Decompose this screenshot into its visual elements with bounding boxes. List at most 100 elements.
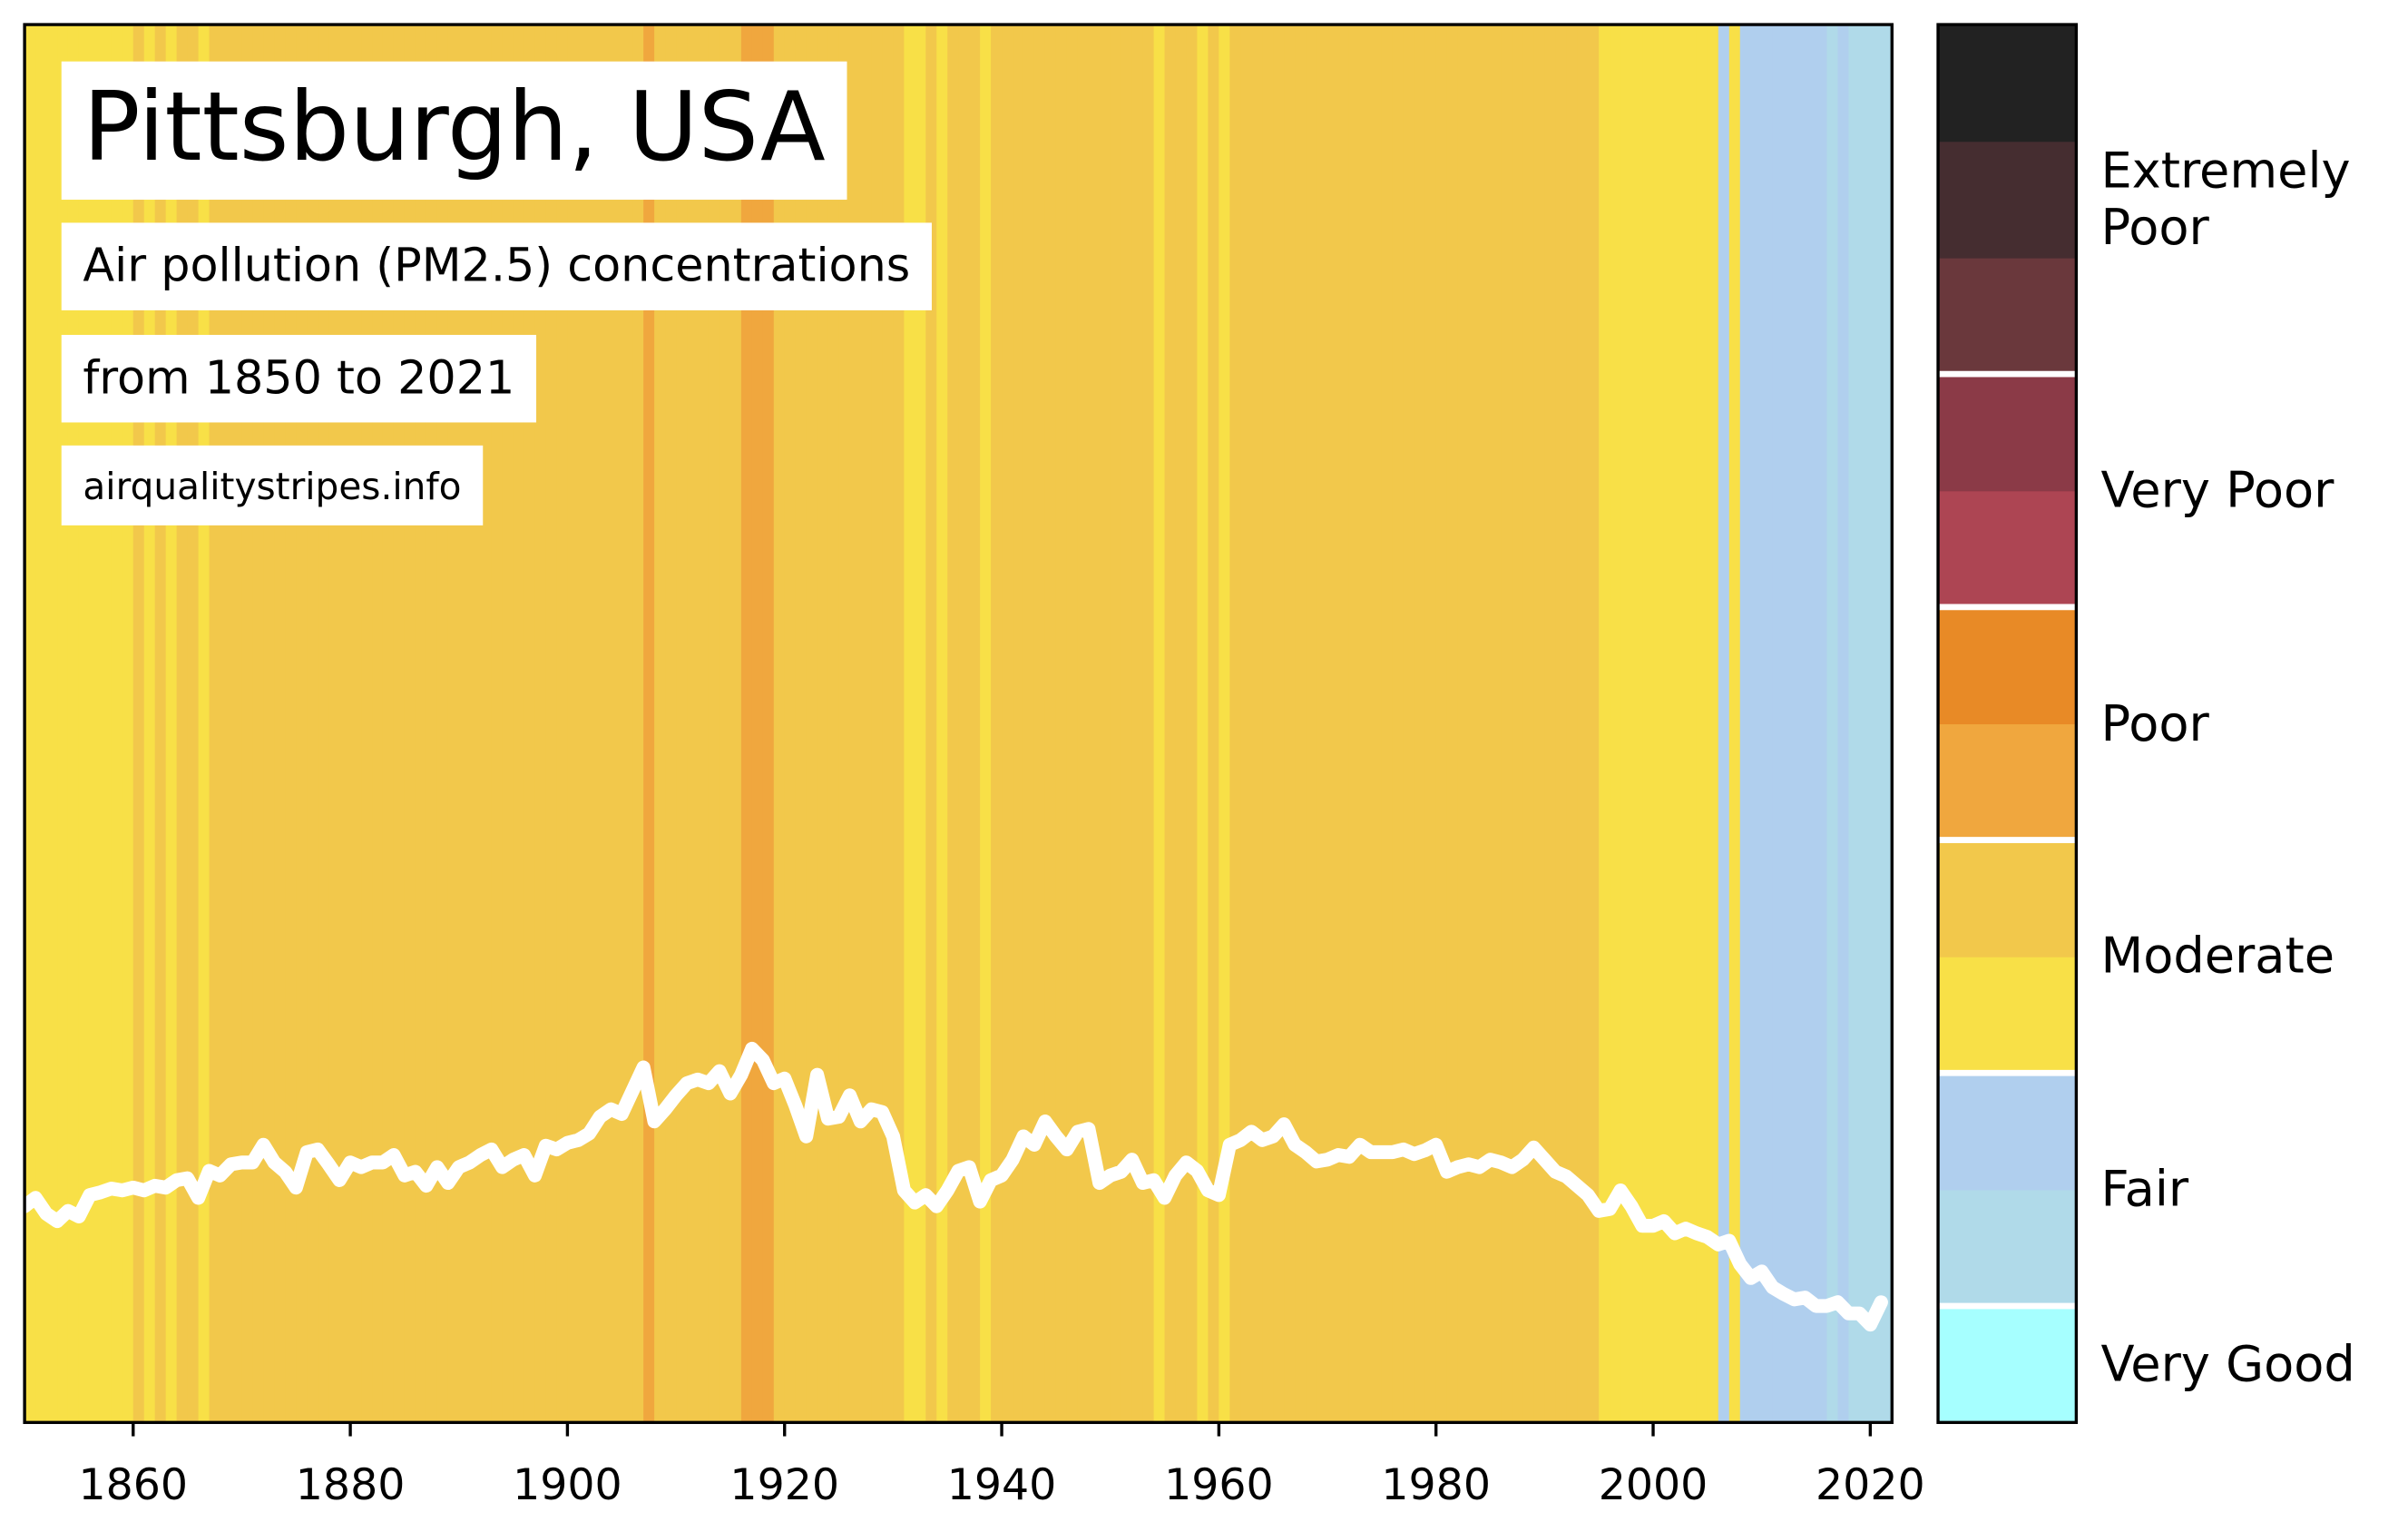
x-tick-label: 2020 [1816,1460,1925,1510]
stripe [1555,25,1568,1423]
legend-label-box: Very Good [2100,1334,2355,1393]
stripe [1544,25,1557,1423]
stripe [925,25,938,1423]
colorbar-bin [1938,257,2077,375]
chart-subtitle: Air pollution (PM2.5) concentrations [83,239,910,292]
stripe [1837,25,1850,1423]
colorbar-bin [1938,1189,2077,1307]
stripe [1229,25,1242,1423]
stripe [1153,25,1166,1423]
stripe [1164,25,1177,1423]
legend-label: Very Poor [2100,460,2335,519]
stripe [665,25,678,1423]
stripe [1284,25,1297,1423]
colorbar-bin [1938,606,2077,725]
stripe [1577,25,1590,1423]
stripe [1175,25,1188,1423]
stripe [1446,25,1459,1423]
legend-label-box: Extremely Poor [2100,142,2350,255]
stripe [1099,25,1111,1423]
stripe [1642,25,1655,1423]
stripe [676,25,689,1423]
stripe [1468,25,1481,1423]
annotation-box [61,334,537,423]
colorbar-bin [1938,490,2077,608]
stripe [1533,25,1546,1423]
stripe [1273,25,1286,1423]
stripe [1306,25,1318,1423]
title-boxes: Pittsburgh, USA Air pollution (PM2.5) con… [61,61,932,525]
stripe [1816,25,1828,1423]
stripe [1457,25,1470,1423]
stripe [1392,25,1405,1423]
x-tick-label: 1900 [513,1460,622,1510]
stripe [1696,25,1708,1423]
x-axis: 1860 1880 1900 1920 1940 1960 1980 2000 2020 [78,1422,1925,1510]
legend-label: Moderate [2100,927,2335,986]
stripe [1435,25,1448,1423]
stripe [1512,25,1524,1423]
stripe [1023,25,1035,1423]
stripe [1251,25,1264,1423]
x-tick-label: 1880 [296,1460,406,1510]
stripe [1197,25,1209,1423]
x-tick-label: 1920 [729,1460,839,1510]
annotation: from 1850 to 2021 [83,350,514,404]
colorbar-bin [1938,840,2077,957]
x-tick-label: 1940 [947,1460,1057,1510]
stripe [1240,25,1253,1423]
colorbar-bin [1938,1305,2077,1424]
stripe [795,25,808,1423]
stripe [1055,25,1068,1423]
legend-label: Poor [2100,693,2209,752]
stripe [1262,25,1275,1423]
chart-subtitle-box [61,222,932,310]
stripe [589,25,602,1423]
stripe [1588,25,1600,1423]
stripe [1750,25,1763,1423]
stripe [1728,25,1741,1423]
stripe [1794,25,1806,1423]
stripe [1077,25,1090,1423]
stripe [1327,25,1340,1423]
legend-label: Very Good [2100,1334,2355,1393]
colorbar-bin [1938,141,2077,259]
stripe [1044,25,1057,1423]
stripe [545,25,558,1423]
stripe [1522,25,1535,1423]
stripe [871,25,884,1423]
stripe [1881,25,1894,1423]
stripe [1674,25,1687,1423]
stripe [1088,25,1101,1423]
stripe [534,25,547,1423]
stripe [1110,25,1122,1423]
stripe [35,25,48,1423]
stripe [1805,25,1817,1423]
stripe [567,25,580,1423]
plot-frame [23,23,1894,1425]
stripe [860,25,873,1423]
legend-label-box: Fair [2100,1161,2188,1217]
chart-title-box [61,61,847,201]
stripe [1131,25,1144,1423]
colorbar-bin [1938,25,2077,142]
stripe [1066,25,1079,1423]
stripe [980,25,993,1423]
stripe [1295,25,1307,1423]
stripe [578,25,591,1423]
pm25-line [24,1041,1888,1332]
stripe [622,25,634,1423]
stripe [600,25,612,1423]
stripe [1501,25,1513,1423]
x-tick-label: 1980 [1381,1460,1491,1510]
line-layer [24,1041,1888,1332]
stripe [1859,25,1872,1423]
stripe [654,25,667,1423]
stripe [1348,25,1361,1423]
colorbar-frame [1936,23,2079,1425]
stripe [882,25,895,1423]
stripe [1490,25,1503,1423]
stripe [1631,25,1644,1423]
colorbar-bin [1938,1073,2077,1191]
stripe [904,25,916,1423]
